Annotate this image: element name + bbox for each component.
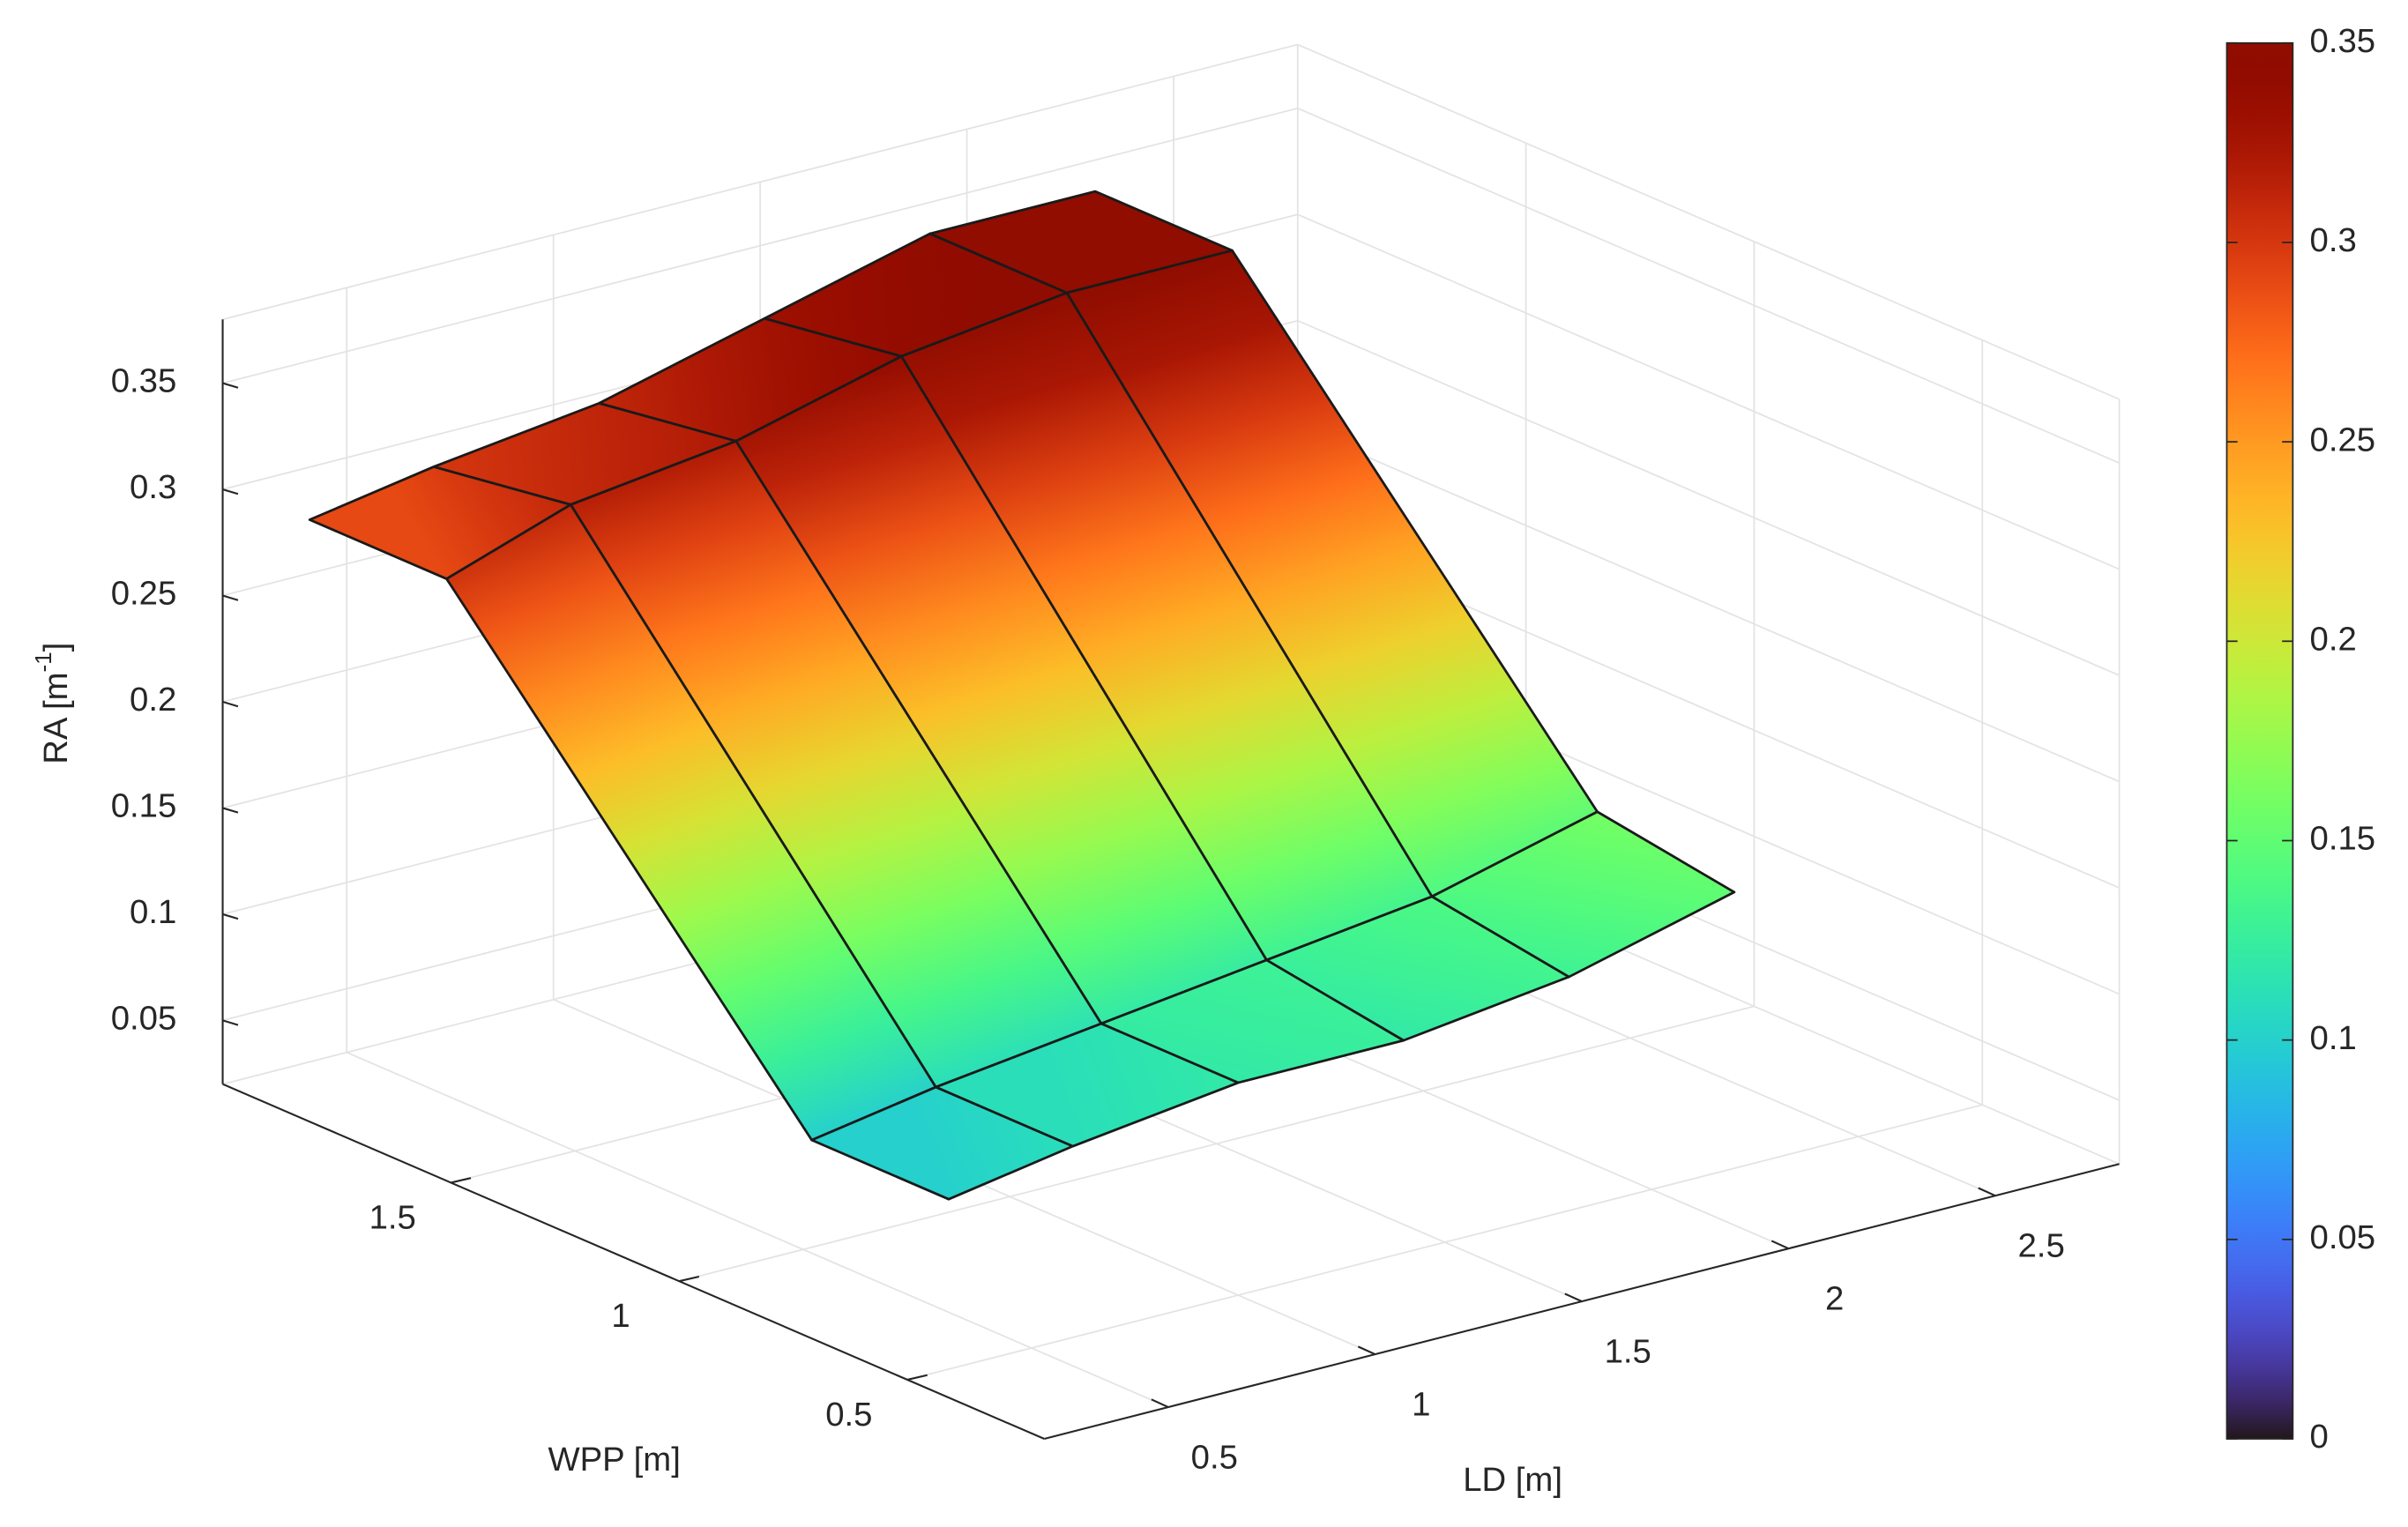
colorbar-tick-label: 0.25 — [2310, 421, 2376, 458]
surface-patch — [810, 1085, 1075, 1201]
x-tick-label: 2 — [1825, 1280, 1844, 1318]
x-tick — [1771, 1240, 1789, 1250]
z-tick — [222, 807, 239, 814]
x-axis-label: LD [m] — [1463, 1461, 1562, 1499]
y-tick — [451, 1177, 472, 1184]
x-tick-label: 1 — [1412, 1385, 1430, 1423]
z-label-sup: -1 — [30, 652, 56, 672]
x-tick-label: 1.5 — [1605, 1332, 1651, 1370]
z-label-tail: ] — [37, 643, 75, 652]
grid-line — [1297, 426, 2120, 783]
colorbar-tick-label: 0.1 — [2310, 1019, 2357, 1057]
grid-line — [1297, 319, 2120, 676]
x-tick — [1151, 1398, 1169, 1408]
colorbar-tick-label: 0.15 — [2310, 820, 2376, 858]
x-tick-label: 2.5 — [2018, 1227, 2065, 1265]
colorbar-tick-label: 0.2 — [2310, 620, 2357, 658]
grid-line — [679, 1005, 1755, 1283]
z-label-main: RA [m — [37, 673, 75, 764]
colorbar-tick-label: 0 — [2310, 1418, 2329, 1456]
z-tick-label: 0.05 — [111, 1000, 177, 1038]
z-tick-label: 0.15 — [111, 787, 177, 825]
y-tick — [678, 1275, 700, 1283]
y-tick — [906, 1374, 928, 1381]
y-tick-label: 1.5 — [369, 1198, 416, 1236]
z-tick — [222, 594, 239, 601]
y-tick-label: 0.5 — [825, 1396, 872, 1434]
z-tick-label: 0.3 — [130, 468, 176, 506]
x-tick — [1978, 1187, 1996, 1197]
grid-line — [906, 1104, 1983, 1381]
y-tick-label: 1 — [611, 1297, 630, 1335]
grid-line — [222, 107, 1298, 384]
colorbar — [2225, 41, 2294, 1440]
y-axis-label: WPP [m] — [548, 1441, 680, 1479]
z-tick-label: 0.25 — [111, 575, 177, 613]
wall-edge — [222, 43, 1298, 321]
z-tick — [222, 1019, 239, 1026]
z-tick — [222, 912, 239, 920]
z-tick — [222, 488, 239, 495]
axes: 0.05 0.1 0.15 0.2 0.25 0.3 0.35 0.5 1 1.5 2 2.5 0.5 1… — [111, 319, 2120, 1476]
wall-edge — [1297, 43, 2120, 400]
x-tick — [1564, 1292, 1583, 1303]
z-tick — [222, 382, 239, 389]
colorbar-tick-label: 0.3 — [2310, 221, 2357, 259]
colorbar-tick-label: 0.35 — [2310, 22, 2376, 60]
z-tick — [222, 700, 239, 708]
z-tick-label: 0.2 — [130, 681, 176, 719]
colorbar-tick-label: 0.05 — [2310, 1218, 2376, 1256]
surface — [308, 190, 1736, 1201]
z-tick-label: 0.1 — [130, 893, 176, 931]
z-axis-label: RA [m-1] — [30, 643, 75, 764]
grid-line — [1297, 108, 2120, 464]
x-tick-label: 0.5 — [1191, 1438, 1238, 1476]
x-tick — [1357, 1345, 1375, 1356]
z-tick-label: 0.35 — [111, 362, 177, 400]
grid-line — [1297, 213, 2120, 570]
